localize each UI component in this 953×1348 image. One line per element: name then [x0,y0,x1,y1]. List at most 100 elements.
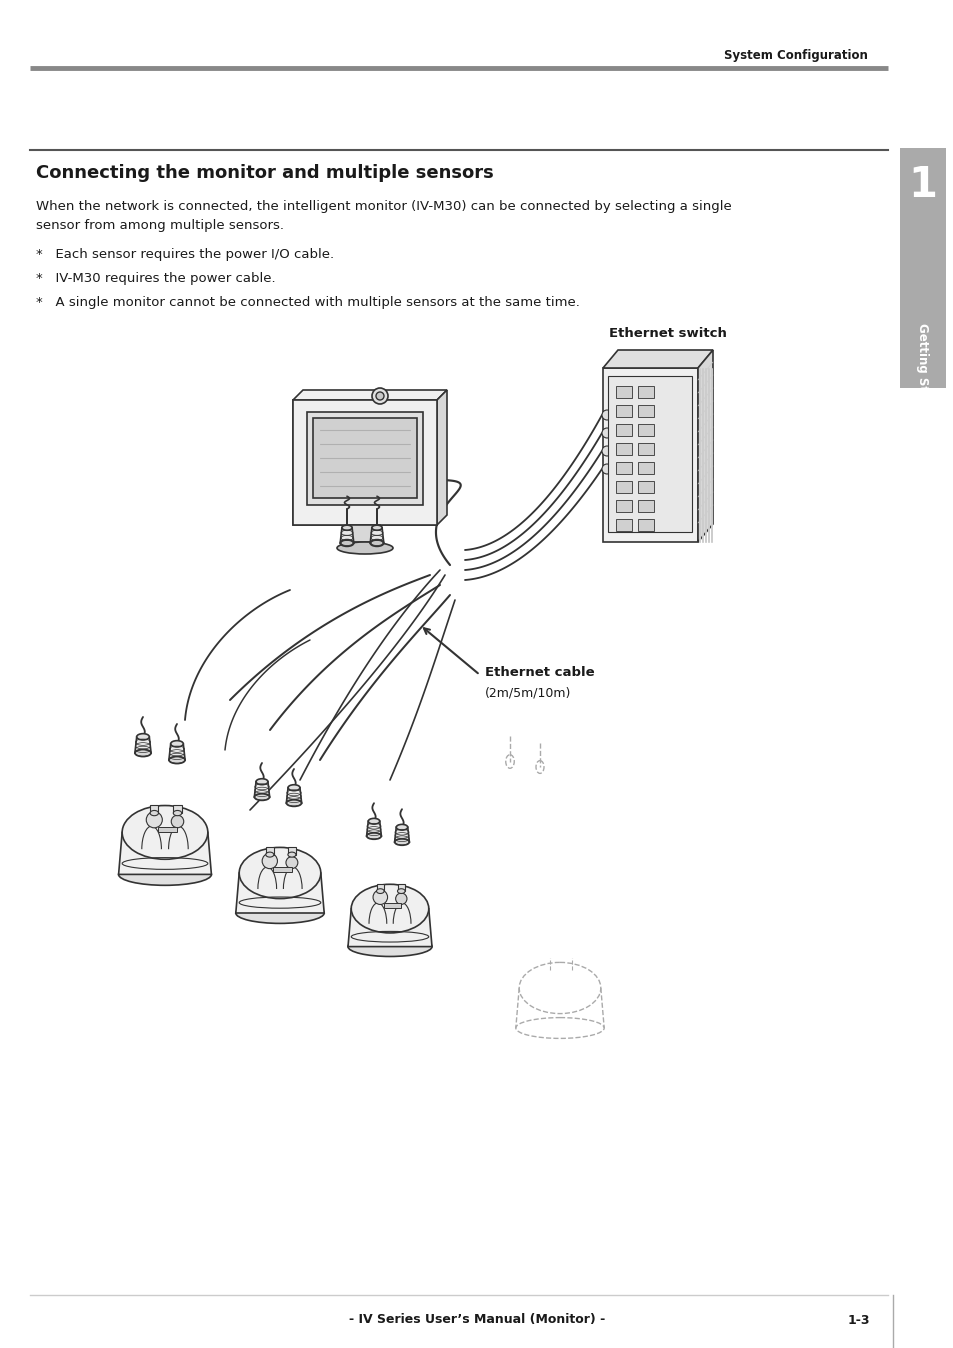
FancyBboxPatch shape [899,148,945,388]
Ellipse shape [341,526,352,530]
Bar [616,404,631,417]
Polygon shape [313,418,416,497]
Ellipse shape [370,539,383,546]
Polygon shape [307,412,422,506]
Ellipse shape [255,779,268,785]
Polygon shape [347,524,382,542]
Polygon shape [293,390,447,400]
Text: (2m/5m/10m): (2m/5m/10m) [484,686,571,700]
Ellipse shape [348,937,432,957]
Ellipse shape [172,816,184,828]
Ellipse shape [150,810,158,816]
Polygon shape [366,821,381,836]
Ellipse shape [239,848,320,899]
Ellipse shape [235,903,324,923]
Ellipse shape [286,856,297,868]
Polygon shape [602,350,712,368]
Text: *   Each sensor requires the power I/O cable.: * Each sensor requires the power I/O cab… [36,248,334,262]
Polygon shape [288,847,295,855]
Polygon shape [134,737,151,754]
Polygon shape [698,350,712,542]
Polygon shape [293,400,436,524]
Text: System Configuration: System Configuration [723,49,867,62]
Ellipse shape [173,810,181,816]
Polygon shape [436,390,447,524]
Ellipse shape [122,806,208,859]
Text: Ethernet switch: Ethernet switch [608,328,726,340]
Bar [616,386,631,398]
Ellipse shape [601,429,612,438]
Ellipse shape [169,756,185,763]
Ellipse shape [395,825,407,830]
Ellipse shape [601,464,612,474]
Ellipse shape [375,392,384,400]
Polygon shape [150,805,158,813]
Ellipse shape [254,794,270,801]
Ellipse shape [372,526,382,530]
Polygon shape [397,883,405,891]
Polygon shape [602,368,698,542]
Ellipse shape [134,749,151,756]
Ellipse shape [288,852,295,857]
Text: - IV Series User’s Manual (Monitor) -: - IV Series User’s Manual (Monitor) - [349,1313,604,1326]
Bar [638,386,654,398]
Ellipse shape [372,388,388,404]
Ellipse shape [397,888,405,894]
Bar [616,481,631,493]
Text: Ethernet cable: Ethernet cable [484,666,594,679]
Bar [616,462,631,474]
Text: *   IV-M30 requires the power cable.: * IV-M30 requires the power cable. [36,272,275,284]
Ellipse shape [376,888,384,894]
Polygon shape [607,376,691,532]
Text: 1: 1 [907,164,937,206]
Ellipse shape [395,838,409,845]
Bar [616,443,631,456]
Polygon shape [266,847,274,855]
Polygon shape [340,527,354,543]
Bar [638,500,654,512]
Ellipse shape [118,864,212,886]
Ellipse shape [286,799,301,806]
Polygon shape [254,782,270,797]
Polygon shape [370,527,383,543]
Polygon shape [286,787,301,803]
Bar [616,500,631,512]
Bar [157,826,177,832]
Text: 1-3: 1-3 [846,1313,869,1326]
Ellipse shape [395,894,407,905]
Bar [638,425,654,435]
Bar [638,481,654,493]
Bar [638,443,654,456]
Bar [383,903,401,907]
Ellipse shape [171,740,183,747]
Polygon shape [348,909,432,946]
Ellipse shape [373,890,387,905]
Ellipse shape [601,410,612,421]
Bar [616,425,631,435]
Ellipse shape [288,785,299,791]
Ellipse shape [340,539,354,546]
Bar [638,404,654,417]
Polygon shape [118,833,212,875]
Ellipse shape [262,853,277,868]
Text: Connecting the monitor and multiple sensors: Connecting the monitor and multiple sens… [36,164,494,182]
Polygon shape [169,744,185,760]
Polygon shape [293,400,436,524]
Text: When the network is connected, the intelligent monitor (IV-M30) can be connected: When the network is connected, the intel… [36,200,731,232]
Bar [616,519,631,531]
Ellipse shape [136,733,149,740]
Ellipse shape [366,833,381,840]
Ellipse shape [146,811,162,828]
Polygon shape [376,883,384,891]
Bar [638,462,654,474]
Ellipse shape [336,542,393,554]
Polygon shape [395,828,409,842]
Ellipse shape [368,818,379,824]
Ellipse shape [351,884,428,933]
Ellipse shape [266,852,274,857]
Text: Getting Started: Getting Started [916,324,928,427]
Bar [638,519,654,531]
Polygon shape [173,805,181,813]
Ellipse shape [601,446,612,456]
Bar [273,867,292,872]
